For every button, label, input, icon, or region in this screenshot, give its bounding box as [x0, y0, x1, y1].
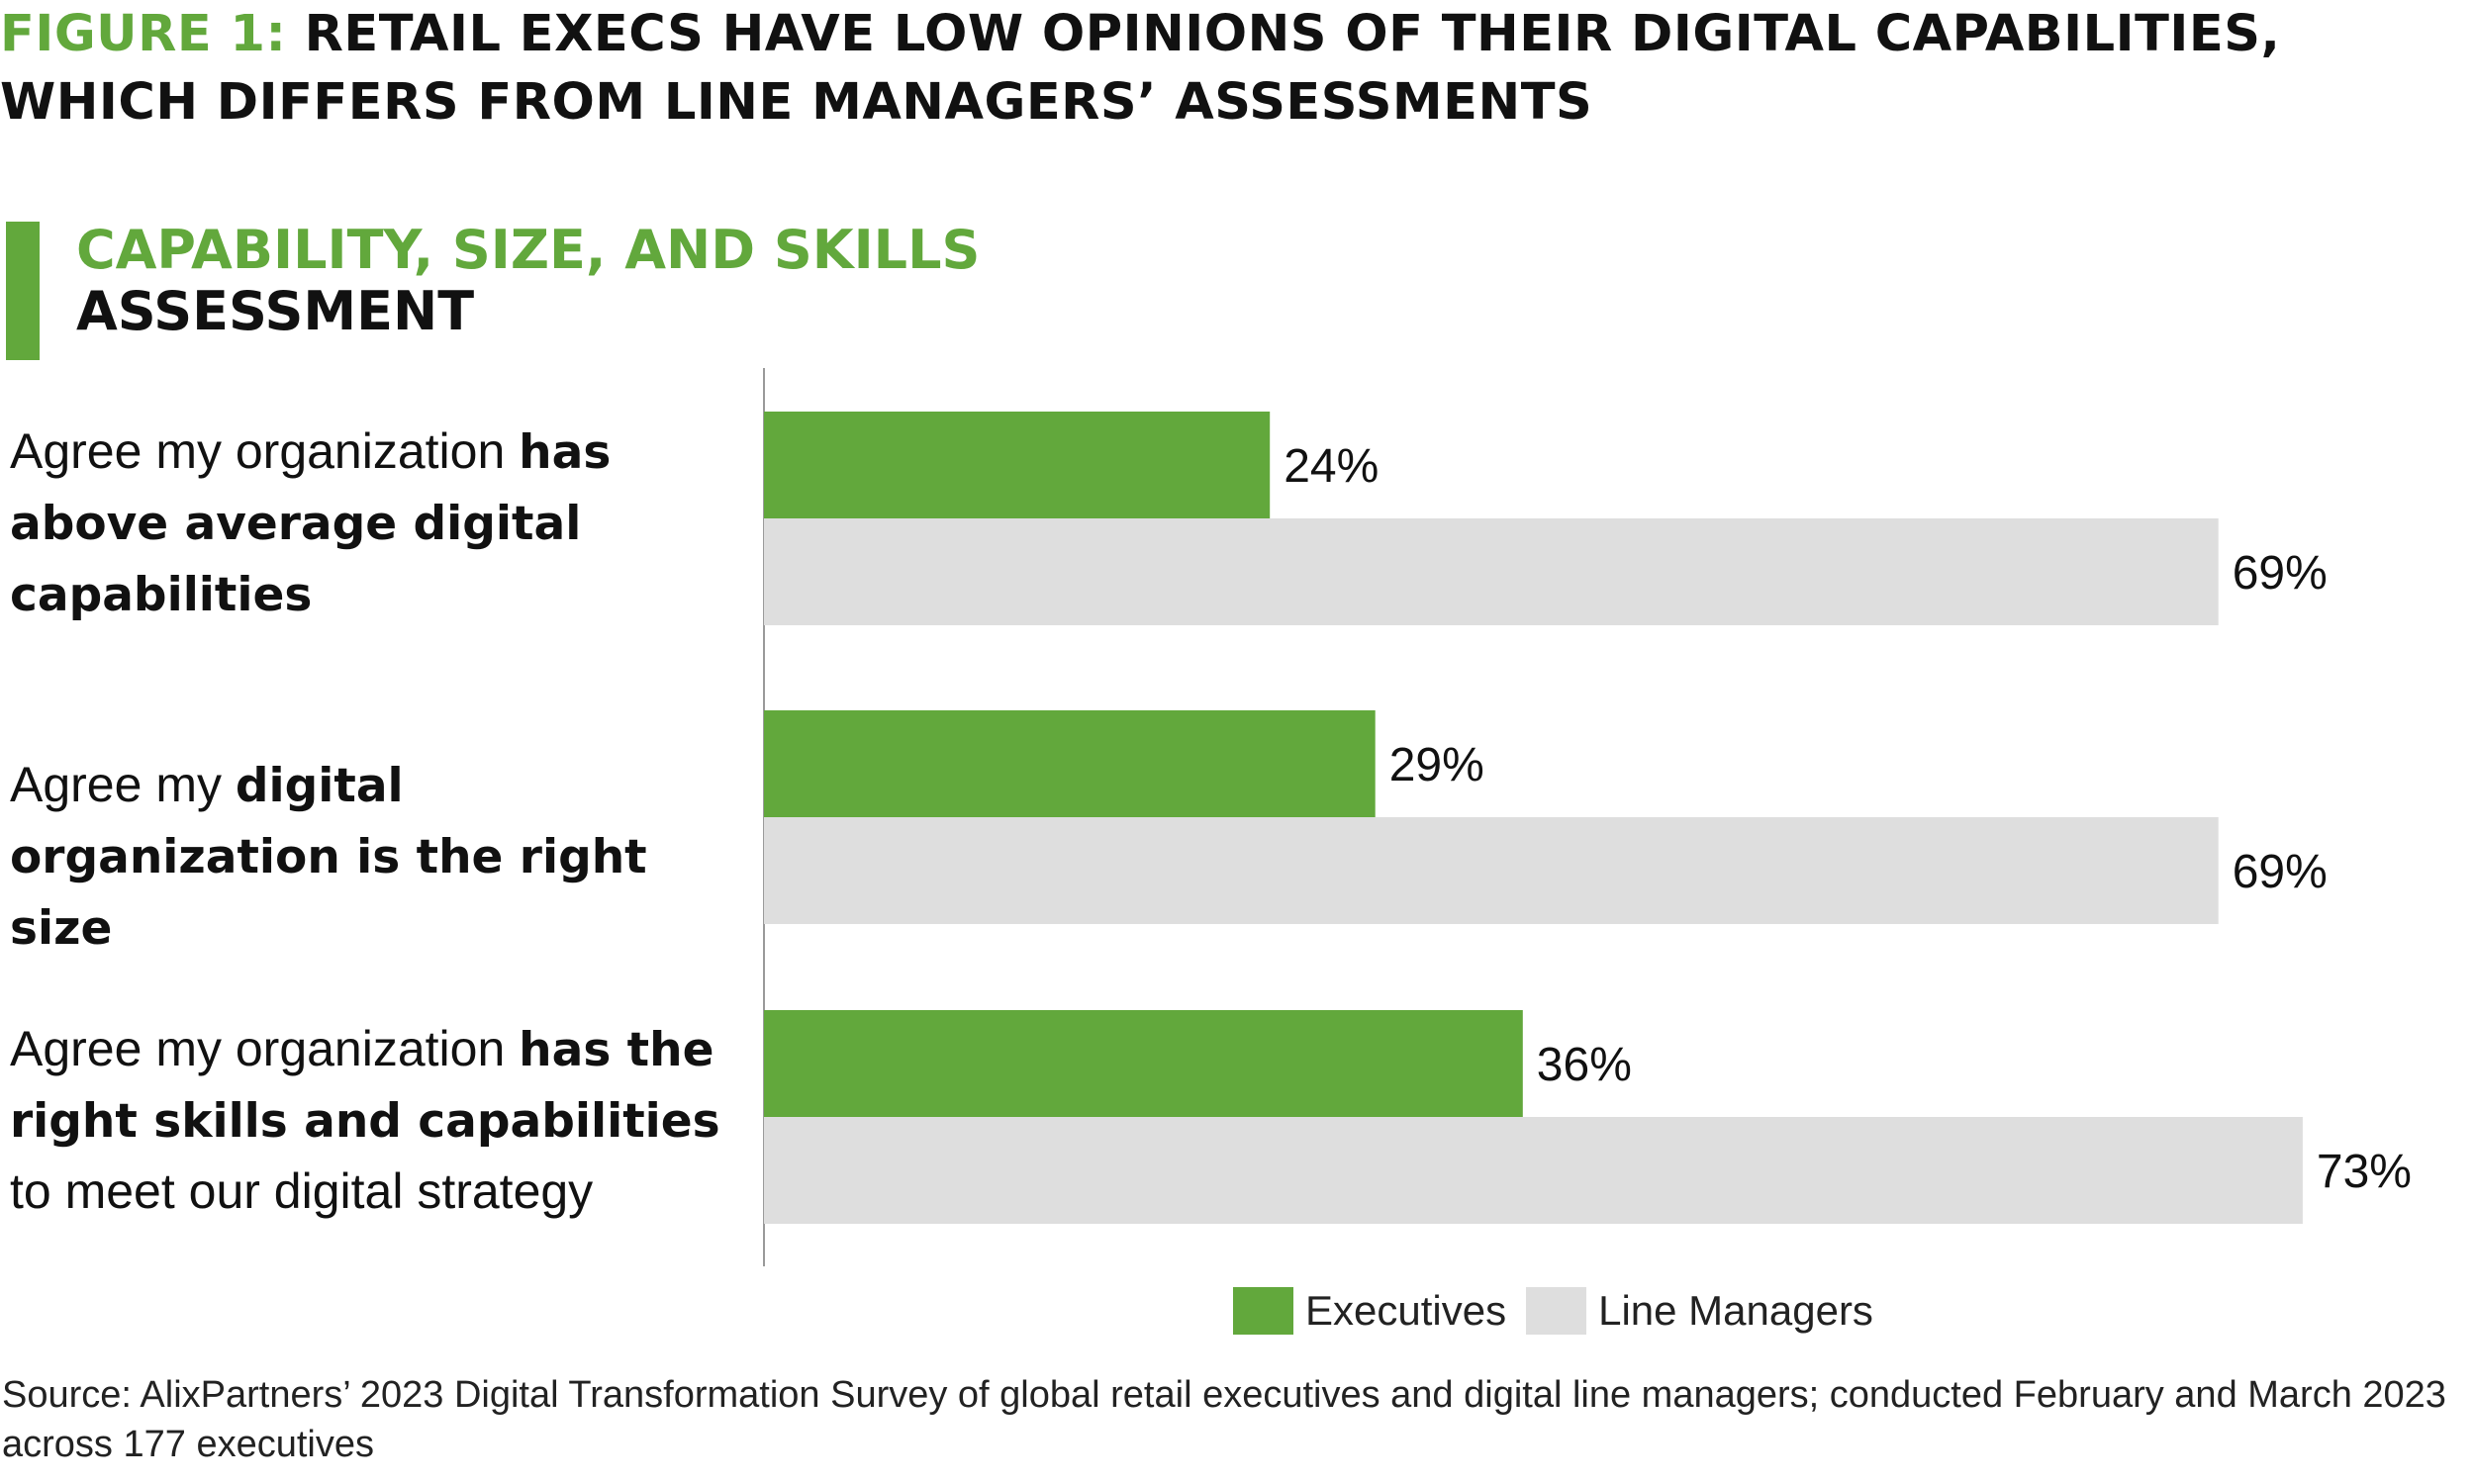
- bar-executives-0: [764, 412, 1271, 518]
- figure-title: FIGURE 1: RETAIL EXECS HAVE LOW OPINIONS…: [0, 0, 2464, 137]
- chart-legend: Executives Line Managers: [1233, 1286, 1893, 1336]
- value-label-executives-0: 24%: [1284, 440, 1379, 493]
- legend-label-executives: Executives: [1305, 1287, 1507, 1334]
- legend-item-line-managers: Line Managers: [1526, 1287, 1873, 1335]
- category-label-2: Agree my organization has the right skil…: [10, 1021, 720, 1219]
- bar-executives-1: [764, 710, 1376, 817]
- value-label-executives-1: 29%: [1389, 739, 1484, 791]
- value-label-executives-2: 36%: [1537, 1039, 1632, 1091]
- legend-swatch-line-managers: [1526, 1287, 1587, 1335]
- legend-item-executives: Executives: [1233, 1287, 1506, 1335]
- bar-line-managers-1: [764, 817, 2219, 924]
- source-note: Source: AlixPartners’ 2023 Digital Trans…: [2, 1374, 2446, 1465]
- bar-line-managers-2: [764, 1117, 2303, 1224]
- category-label-1: Agree my digital organization is the rig…: [10, 757, 647, 956]
- figure-title-text: RETAIL EXECS HAVE LOW OPINIONS OF THEIR …: [0, 5, 2281, 132]
- value-label-line-managers-1: 69%: [2233, 846, 2328, 898]
- section-accent-bar: [6, 222, 40, 360]
- value-label-line-managers-0: 69%: [2233, 547, 2328, 600]
- category-label-0: Agree my organization has above average …: [10, 423, 612, 622]
- section-title: CAPABILITY, SIZE, AND SKILLS ASSESSMENT: [76, 220, 980, 342]
- section-title-line1: CAPABILITY, SIZE, AND SKILLS: [76, 219, 981, 281]
- legend-label-line-managers: Line Managers: [1598, 1287, 1873, 1334]
- bar-chart: 24% 69% 29% 69% 36% 73%: [763, 368, 2412, 1266]
- legend-swatch-executives: [1233, 1287, 1293, 1335]
- bar-executives-2: [764, 1010, 1523, 1117]
- value-label-line-managers-2: 73%: [2317, 1146, 2412, 1198]
- section-title-line2: ASSESSMENT: [76, 280, 475, 342]
- bar-line-managers-0: [764, 518, 2219, 625]
- figure-prefix: FIGURE 1:: [0, 5, 287, 63]
